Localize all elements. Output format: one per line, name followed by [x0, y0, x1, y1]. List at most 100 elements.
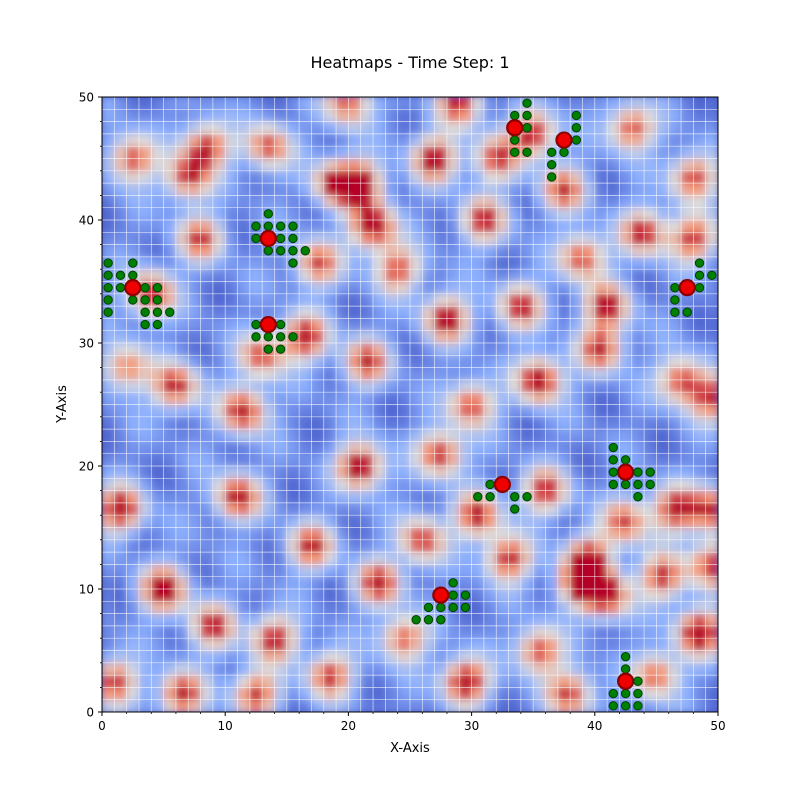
heatmap-cell: [150, 121, 164, 135]
heatmap-cell: [175, 256, 189, 270]
heatmap-cell: [594, 256, 608, 270]
heatmap-cell: [224, 699, 238, 712]
heatmap-cell: [606, 355, 620, 368]
heatmap-cell: [335, 637, 349, 651]
heatmap-cell: [274, 527, 288, 541]
heatmap-cell: [631, 342, 645, 356]
heatmap-cell: [274, 465, 288, 479]
heatmap-cell: [311, 133, 325, 147]
heatmap-cell: [606, 601, 620, 614]
heatmap-cell: [569, 256, 583, 270]
heatmap-cell: [187, 637, 201, 651]
heatmap-cell: [483, 367, 497, 381]
heatmap-cell: [545, 256, 559, 270]
heatmap-cell: [261, 564, 275, 577]
heatmap-cell: [385, 637, 398, 651]
heatmap-cell: [261, 121, 275, 135]
heatmap-cell: [619, 601, 633, 614]
heatmap-cell: [693, 207, 706, 221]
heatmap-cell: [261, 281, 275, 295]
heatmap-cell: [286, 551, 300, 565]
heatmap-cell: [422, 318, 435, 331]
heatmap-cell: [311, 564, 325, 577]
heatmap-cell: [643, 576, 657, 590]
heatmap-cell: [495, 674, 509, 688]
heatmap-cell: [483, 170, 497, 184]
heatmap-cell: [397, 490, 411, 504]
heatmap-cell: [680, 182, 694, 196]
heatmap-cell: [471, 145, 485, 159]
heatmap-cell: [138, 355, 152, 368]
heatmap-cell: [656, 355, 670, 368]
heatmap-cell: [311, 674, 325, 688]
heatmap-cell: [335, 527, 349, 541]
heatmap-cell: [434, 662, 448, 676]
heatmap-cell: [323, 478, 337, 491]
heatmap-cell: [237, 601, 251, 614]
heatmap-cell: [360, 588, 374, 602]
neighbor-marker: [115, 282, 126, 293]
heatmap-cell: [187, 478, 201, 491]
heatmap-cell: [446, 281, 460, 295]
heatmap-cell: [409, 391, 423, 405]
heatmap-cell: [348, 170, 362, 184]
heatmap-cell: [261, 502, 275, 516]
heatmap-cell: [520, 576, 534, 590]
heatmap-cell: [520, 158, 534, 172]
heatmap-cell: [372, 318, 386, 331]
heatmap-cell: [114, 121, 127, 135]
heatmap-cell: [458, 391, 472, 405]
heatmap-cell: [224, 674, 238, 688]
heatmap-cell: [323, 355, 337, 368]
heatmap-cell: [545, 502, 559, 516]
heatmap-cell: [422, 330, 435, 344]
heatmap-cell: [138, 465, 152, 479]
heatmap-cell: [175, 539, 189, 553]
heatmap-cell: [138, 551, 152, 565]
heatmap-cell: [594, 699, 608, 712]
heatmap-cell: [668, 330, 682, 344]
heatmap-cell: [385, 428, 398, 442]
heatmap-cell: [631, 121, 645, 135]
heatmap-cell: [200, 674, 214, 688]
heatmap-cell: [348, 232, 362, 245]
heatmap-cell: [668, 379, 682, 393]
heatmap-cell: [126, 674, 140, 688]
heatmap-cell: [495, 158, 509, 172]
heatmap-cell: [643, 699, 657, 712]
heatmap-cell: [348, 588, 362, 602]
heatmap-cell: [483, 428, 497, 442]
heatmap-cell: [114, 453, 127, 467]
heatmap-cell: [569, 318, 583, 331]
heatmap-cell: [224, 281, 238, 295]
heatmap-cell: [532, 416, 546, 430]
heatmap-cell: [237, 367, 251, 381]
heatmap-cell: [422, 416, 435, 430]
neighbor-marker: [275, 233, 286, 244]
heatmap-cell: [545, 674, 559, 688]
heatmap-cell: [458, 145, 472, 159]
heatmap-cell: [619, 391, 633, 405]
heatmap-cell: [261, 182, 275, 196]
heatmap-cell: [409, 305, 423, 319]
heatmap-cell: [397, 650, 411, 664]
heatmap-cell: [656, 281, 670, 295]
heatmap-cell: [619, 158, 633, 172]
heatmap-cell: [163, 342, 177, 356]
heatmap-cell: [643, 182, 657, 196]
heatmap-cell: [102, 637, 115, 651]
heatmap-cell: [102, 121, 115, 135]
neighbor-marker: [288, 258, 298, 268]
heatmap-cell: [532, 404, 546, 418]
heatmap-cell: [150, 170, 164, 184]
heatmap-cell: [409, 551, 423, 565]
heatmap-cell: [163, 527, 177, 541]
heatmap-cell: [693, 379, 706, 393]
agent-marker: [678, 279, 696, 297]
heatmap-cell: [557, 170, 571, 184]
heatmap-cell: [569, 268, 583, 282]
heatmap-cell: [200, 232, 214, 245]
heatmap-cell: [446, 441, 460, 454]
heatmap-cell: [619, 588, 633, 602]
heatmap-cell: [114, 379, 127, 393]
